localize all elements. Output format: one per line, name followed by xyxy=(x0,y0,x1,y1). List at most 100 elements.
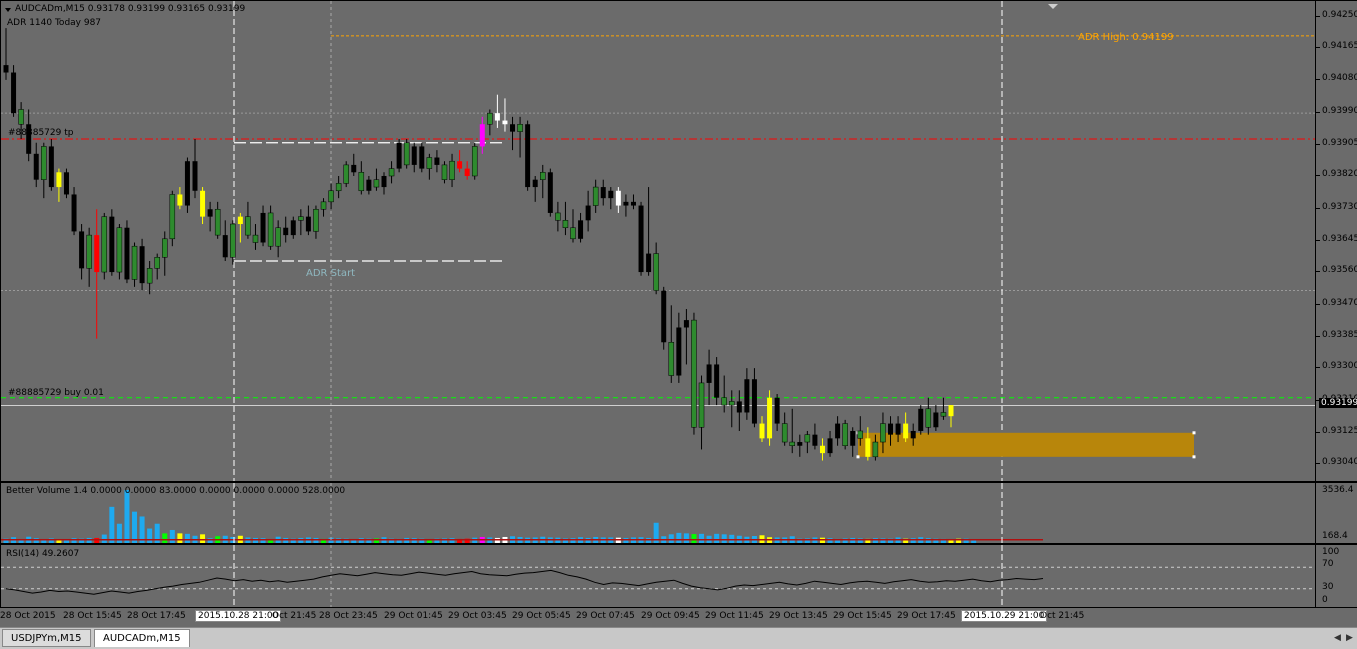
buy-label: #88885729 buy 0.01 xyxy=(8,388,104,398)
candle-body xyxy=(646,253,652,273)
candle-body xyxy=(903,423,909,439)
candle-body xyxy=(683,320,689,328)
volume-bar xyxy=(933,538,939,543)
candle-body xyxy=(804,434,811,443)
rsi-panel[interactable]: RSI(14) 49.2607 xyxy=(0,544,1316,608)
candle-body xyxy=(305,216,311,232)
scroll-right-icon[interactable]: ▶ xyxy=(1346,633,1353,643)
candle-body xyxy=(207,209,213,217)
candle-body xyxy=(86,234,92,269)
time-tick-label: 29 Oct 15:45 xyxy=(833,611,892,621)
rsi-tick-label: 0 xyxy=(1322,595,1328,605)
candle-body xyxy=(532,179,538,188)
time-tick-label: 2015.10.29 21:00 xyxy=(961,610,1048,622)
candle-body xyxy=(653,253,659,291)
rsi-title: RSI(14) 49.2607 xyxy=(6,549,80,559)
candle-body xyxy=(177,194,183,206)
candle-body xyxy=(245,216,251,236)
rsi-tick-label: 30 xyxy=(1322,582,1334,592)
volume-panel[interactable]: Better Volume 1.4 0.0000 0.0000 83.0000 … xyxy=(0,482,1316,544)
volume-bar xyxy=(389,538,395,543)
price-tick xyxy=(1316,78,1320,80)
candle-body xyxy=(781,423,788,443)
volume-bar xyxy=(169,529,175,543)
candle-body xyxy=(933,412,939,428)
price-tick xyxy=(1316,16,1320,18)
candle-body xyxy=(298,216,304,221)
candle-body xyxy=(222,235,228,258)
time-tick-label: 29 Oct 11:45 xyxy=(705,611,764,621)
candle-body xyxy=(200,190,206,217)
price-tick xyxy=(1316,271,1320,273)
time-tick-label: 29 Oct 05:45 xyxy=(512,611,571,621)
candle-body xyxy=(759,423,765,439)
price-chart[interactable] xyxy=(1,1,1316,482)
time-tick-label: 29 Oct 03:45 xyxy=(448,611,507,621)
volume-bar xyxy=(903,538,909,543)
candle-body xyxy=(925,408,932,428)
candle-body xyxy=(910,430,916,439)
volume-bar xyxy=(177,533,183,543)
candle-body xyxy=(600,187,606,199)
volume-bar xyxy=(827,538,833,543)
time-tick-label: 29 Oct 13:45 xyxy=(769,611,828,621)
volume-bar xyxy=(200,534,206,543)
candle-body xyxy=(267,212,274,247)
candle-body xyxy=(880,423,886,443)
candle-body xyxy=(101,216,108,273)
volume-bar xyxy=(714,533,720,543)
price-tick xyxy=(1316,47,1320,49)
candle-body xyxy=(592,186,599,206)
time-tick-label: 29 Oct 09:45 xyxy=(641,611,700,621)
volume-bar xyxy=(419,538,425,543)
price-tick-label: 0.94080 xyxy=(1322,72,1357,83)
dropdown-arrow-icon[interactable] xyxy=(5,8,11,12)
price-tick xyxy=(1316,304,1320,306)
candle-body xyxy=(146,268,153,284)
candle-body xyxy=(918,408,924,431)
volume-bar xyxy=(124,489,130,543)
main-chart-panel[interactable]: AUDCADm,M15 0.93178 0.93199 0.93165 0.93… xyxy=(0,0,1316,482)
adr-start-label: ADR Start xyxy=(306,268,356,279)
volume-bar xyxy=(162,533,168,543)
price-tick xyxy=(1316,431,1320,433)
price-tick xyxy=(1316,400,1320,402)
candle-body xyxy=(18,109,24,125)
volume-bar xyxy=(71,538,77,543)
candle-body xyxy=(827,438,833,454)
volume-bar xyxy=(676,532,682,543)
volume-bar xyxy=(804,538,810,543)
candle-body xyxy=(842,423,848,446)
volume-bar xyxy=(41,539,47,543)
price-tick-label: 0.93560 xyxy=(1322,265,1357,276)
tab-usdjpy[interactable]: USDJPYm,M15 xyxy=(2,629,91,647)
time-tick-label: 29 Oct 17:45 xyxy=(897,611,956,621)
price-tick xyxy=(1316,463,1320,465)
volume-bar xyxy=(147,528,153,543)
volume-bar xyxy=(948,539,954,543)
candle-body xyxy=(494,113,500,121)
volume-bar xyxy=(426,539,432,543)
time-tick-label: 2015.10.28 21:00 xyxy=(195,610,282,622)
volume-bar xyxy=(260,538,266,543)
candle-body xyxy=(661,290,667,343)
price-tick-label: 0.94165 xyxy=(1322,41,1357,52)
volume-bar xyxy=(441,538,447,543)
tab-audcad[interactable]: AUDCADm,M15 xyxy=(94,629,190,647)
candle-body xyxy=(343,164,349,184)
price-tick-label: 0.93990 xyxy=(1322,106,1357,117)
candle-body xyxy=(517,124,523,132)
price-tick xyxy=(1316,367,1320,369)
scroll-left-icon[interactable]: ◀ xyxy=(1334,633,1341,643)
volume-bar xyxy=(56,539,62,543)
candle-body xyxy=(237,216,243,225)
candle-body xyxy=(668,342,675,376)
volume-bar xyxy=(3,538,9,543)
candle-body xyxy=(109,216,115,273)
candle-body xyxy=(335,183,342,192)
price-tick-label: 0.93385 xyxy=(1322,329,1357,340)
candle-body xyxy=(41,146,47,180)
candle-body xyxy=(11,72,17,114)
volume-bar xyxy=(33,538,39,543)
volume-bar xyxy=(888,538,894,543)
